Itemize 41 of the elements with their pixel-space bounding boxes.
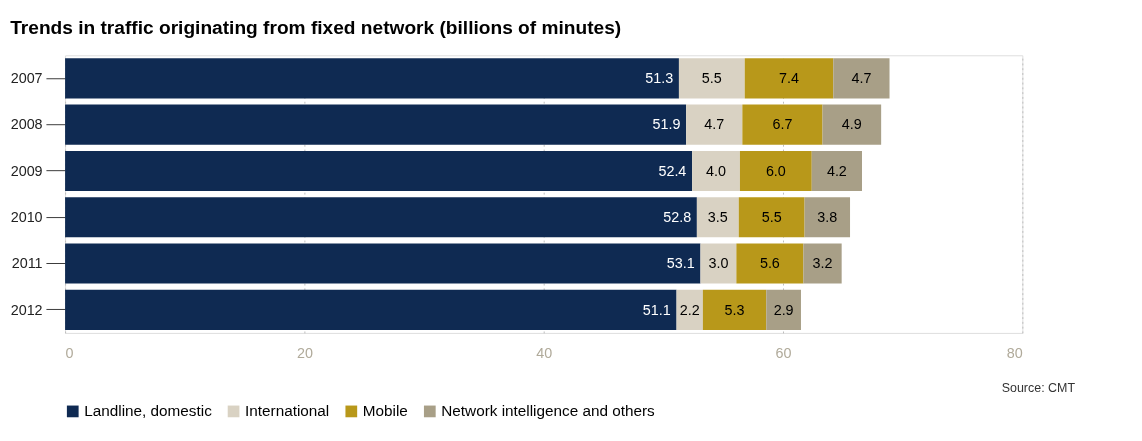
legend-label: International [245, 402, 330, 420]
data-label: 51.1 [642, 301, 671, 318]
data-label: 6.7 [772, 116, 793, 133]
x-tick-label: 60 [775, 345, 792, 362]
x-tick-label: 20 [296, 345, 313, 362]
y-tick-label: 2012 [10, 301, 43, 318]
data-label: 3.2 [812, 255, 833, 272]
data-label: 5.6 [759, 255, 780, 272]
x-tick-label: 40 [536, 345, 553, 362]
data-label: 51.9 [652, 116, 681, 133]
legend-label: Network intelligence and others [441, 402, 656, 420]
data-label: 4.0 [706, 162, 727, 179]
y-tick-label: 2009 [10, 162, 43, 179]
x-tick-label: 80 [1006, 345, 1023, 362]
data-label: 3.8 [817, 209, 838, 226]
data-label: 2.9 [773, 301, 794, 318]
data-label: 51.3 [645, 70, 674, 87]
data-label: 3.5 [707, 209, 728, 226]
data-label: 3.0 [708, 255, 729, 272]
data-label: 52.8 [663, 209, 692, 226]
data-label: 4.9 [841, 116, 862, 133]
data-label: 53.1 [666, 255, 695, 272]
data-label: 5.5 [701, 70, 722, 87]
data-label: 52.4 [658, 162, 687, 179]
y-tick-label: 2007 [10, 70, 43, 87]
legend-label: Landline, domestic [84, 402, 213, 420]
data-label: 4.7 [851, 70, 872, 87]
chart-title: Trends in traffic originating from fixed network (billions of minutes) [10, 17, 622, 39]
data-label: 4.7 [704, 116, 725, 133]
y-tick-label: 2011 [11, 255, 43, 272]
data-label: 2.2 [679, 301, 700, 318]
data-label: 6.0 [765, 162, 786, 179]
source-note: Source: CMT [1001, 381, 1076, 396]
legend-label: Mobile [362, 402, 408, 420]
x-tick-label: 0 [65, 345, 74, 362]
data-label: 5.5 [761, 209, 782, 226]
y-tick-label: 2008 [10, 116, 43, 133]
data-label: 5.3 [724, 301, 745, 318]
data-label: 4.2 [826, 162, 847, 179]
y-tick-label: 2010 [10, 209, 43, 226]
data-label: 7.4 [779, 70, 799, 87]
